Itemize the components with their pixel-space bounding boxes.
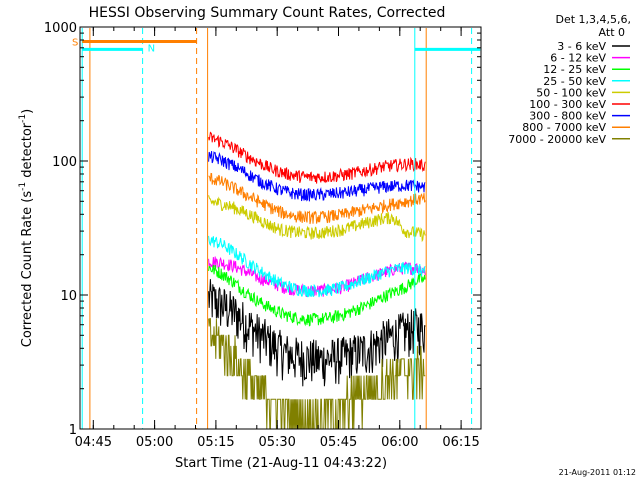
series-line-4 — [208, 235, 426, 298]
plot-frame — [79, 26, 482, 430]
flag-label-n: N — [148, 43, 155, 54]
x-axis-label: Start Time (21-Aug-11 04:43:22) — [175, 456, 387, 471]
legend-label-5: 50 - 100 keV — [536, 86, 606, 99]
legend-label-7: 300 - 800 keV — [529, 110, 606, 123]
series-line-6 — [208, 131, 426, 184]
y-tick-label: 1000 — [44, 21, 77, 36]
markers-layer — [81, 28, 473, 429]
y-tick-label: 1 — [69, 423, 77, 438]
series-line-8 — [208, 172, 426, 225]
series-line-1 — [208, 279, 426, 387]
legend-title-line-1: Det 1,3,4,5,6, — [555, 13, 631, 26]
x-tick-label: 04:45 — [75, 435, 112, 450]
y-axis-label-sup2: -1 — [18, 114, 28, 123]
flag-label-s: S — [72, 38, 78, 49]
y-tick-label: 100 — [52, 155, 77, 170]
legend-label-1: 3 - 6 keV — [557, 40, 606, 53]
series-layer — [208, 131, 426, 430]
x-tick-label: 05:45 — [320, 435, 357, 450]
flags-layer: SN — [72, 38, 481, 54]
series-line-2 — [208, 256, 426, 297]
y-axis: 1 10 100 1000 — [44, 21, 481, 438]
y-axis-label-end: ) — [20, 109, 35, 114]
legend-label-3: 12 - 25 keV — [543, 63, 606, 76]
x-tick-label: 06:15 — [442, 435, 479, 450]
chart-title: HESSI Observing Summary Count Rates, Cor… — [89, 5, 446, 21]
y-tick-label: 10 — [60, 289, 77, 304]
series-line-5 — [208, 195, 426, 243]
footer-date: 21-Aug-2011 01:12 — [559, 468, 636, 477]
x-tick-label: 06:00 — [381, 435, 418, 450]
y-axis-label-main: Corrected Count Rate (s — [20, 191, 35, 348]
legend-label-4: 25 - 50 keV — [543, 75, 606, 88]
series-line-3 — [208, 264, 426, 327]
x-tick-label: 05:15 — [197, 435, 234, 450]
x-axis: 04:45 05:00 05:15 05:30 05:45 06:00 06:15 — [75, 27, 480, 450]
series-line-7 — [208, 151, 426, 202]
legend-label-9: 7000 - 20000 keV — [508, 133, 606, 146]
legend-title-line-2: Att 0 — [599, 26, 625, 39]
legend-label-6: 100 - 300 keV — [529, 98, 606, 111]
legend-label-2: 6 - 12 keV — [550, 52, 606, 65]
y-axis-label-sup1: -1 — [18, 182, 28, 191]
y-axis-label: Corrected Count Rate (s-1 detector-1) — [18, 109, 35, 347]
x-tick-label: 05:00 — [136, 435, 173, 450]
legend-label-8: 800 - 7000 keV — [522, 121, 606, 134]
y-axis-label-mid: detector — [20, 122, 35, 182]
x-tick-label: 05:30 — [258, 435, 295, 450]
